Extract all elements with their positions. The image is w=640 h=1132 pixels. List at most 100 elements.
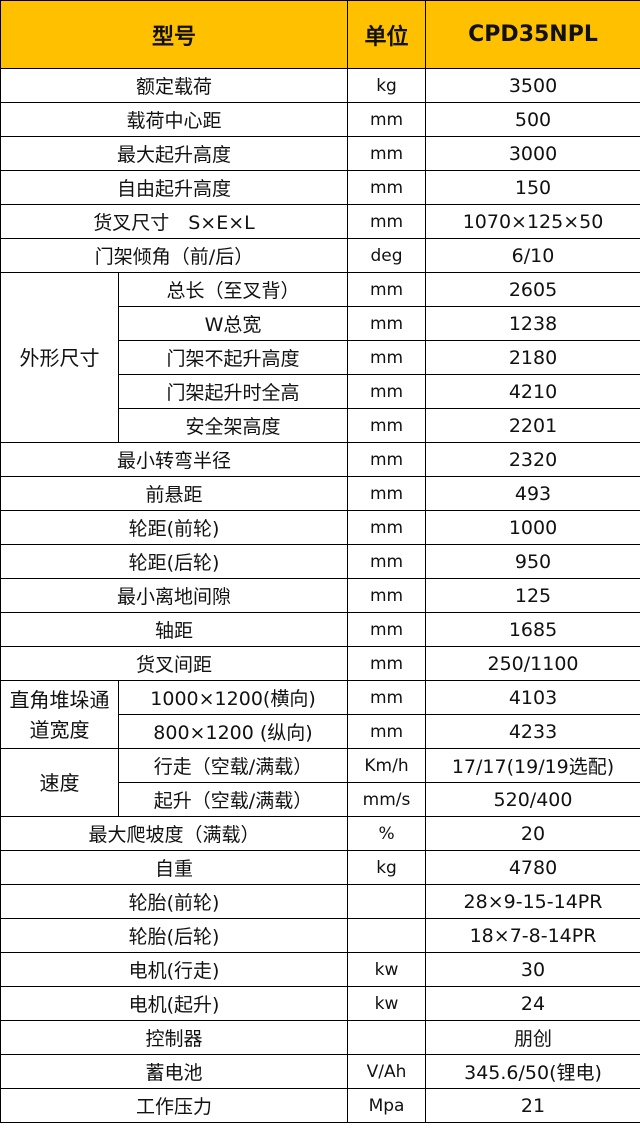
table-row: 货叉尺寸 S×E×L mm 1070×125×50 (0, 204, 640, 239)
spec-label: 最大爬坡度（满载） (0, 816, 349, 851)
spec-value: 24 (425, 986, 640, 1021)
spec-value: 4103 (425, 680, 640, 715)
spec-value: 493 (425, 476, 640, 511)
spec-unit: mm (347, 578, 427, 613)
spec-label: 总长（至叉背） (117, 272, 349, 307)
spec-value: 18×7-8-14PR (425, 918, 640, 953)
spec-label: 自由起升高度 (0, 170, 349, 205)
table-row: 轮胎(后轮) 18×7-8-14PR (0, 918, 640, 953)
spec-unit: % (347, 816, 427, 851)
spec-label: 额定载荷 (0, 68, 349, 103)
spec-unit: mm (347, 374, 427, 409)
spec-label: 轴距 (0, 612, 349, 647)
spec-label: 门架起升时全高 (117, 374, 349, 409)
spec-value: 1685 (425, 612, 640, 647)
spec-label: 前悬距 (0, 476, 349, 511)
spec-unit: Mpa (347, 1088, 427, 1123)
spec-unit (347, 918, 427, 953)
spec-unit: mm (347, 612, 427, 647)
spec-value: 1070×125×50 (425, 204, 640, 239)
spec-label: 控制器 (0, 1020, 349, 1055)
table-row: 直角堆垛通道宽度 1000×1200(横向) mm 4103 (0, 680, 640, 749)
spec-value: 2320 (425, 442, 640, 477)
table-row: 最大爬坡度（满载）% 20 (0, 816, 640, 851)
spec-unit: mm (347, 408, 427, 443)
table-row: 起升（空载/满载） mm/s 520/400 (1, 782, 640, 817)
spec-unit: deg (347, 238, 427, 273)
table-row: 门架倾角（前/后） deg 6/10 (0, 238, 640, 273)
spec-unit: kw (347, 952, 427, 987)
table-row: 轮胎(前轮) 28×9-15-14PR (0, 884, 640, 919)
spec-value: 4233 (425, 714, 640, 749)
spec-value: 21 (425, 1088, 640, 1123)
spec-unit (347, 884, 427, 919)
spec-label: 轮胎(后轮) (0, 918, 349, 953)
spec-label: 工作压力 (0, 1088, 349, 1123)
spec-label: 蓄电池 (0, 1054, 349, 1089)
table-row: 载荷中心距 mm 500 (0, 102, 640, 137)
spec-label: 载荷中心距 (0, 102, 349, 137)
spec-unit: mm (347, 646, 427, 681)
header-model: CPD35NPL (425, 0, 640, 69)
spec-label: 最大起升高度 (0, 136, 349, 171)
spec-unit: mm (347, 170, 427, 205)
spec-unit: mm (347, 442, 427, 477)
spec-value: 1000 (425, 510, 640, 545)
spec-value: 朋创 (425, 1020, 640, 1055)
spec-unit: mm (347, 204, 427, 239)
table-row: 轴距 mm 1685 (0, 612, 640, 647)
spec-label: 1000×1200(横向) (117, 680, 349, 715)
table-row: 轮距(后轮) mm 950 (0, 544, 640, 579)
spec-value: 250/1100 (425, 646, 640, 681)
spec-unit: mm (347, 102, 427, 137)
table-row: 最小转弯半径 mm 2320 (0, 442, 640, 477)
spec-unit: kg (347, 68, 427, 103)
spec-value: 6/10 (425, 238, 640, 273)
spec-unit: mm (347, 680, 427, 715)
spec-label: 轮距(后轮) (0, 544, 349, 579)
table-row: 外形尺寸 总长（至叉背） mm 2605 (0, 272, 640, 443)
spec-label: 货叉尺寸 S×E×L (0, 204, 349, 239)
spec-value: 2180 (425, 340, 640, 375)
spec-value: 2201 (425, 408, 640, 443)
spec-label: 最小转弯半径 (0, 442, 349, 477)
table-row: 工作压力 Mpa 21 (0, 1088, 640, 1123)
spec-value: 345.6/50(锂电) (425, 1054, 640, 1089)
table-row: 最大起升高度 mm 3000 (0, 136, 640, 171)
spec-unit: V/Ah (347, 1054, 427, 1089)
spec-unit: mm (347, 544, 427, 579)
table-row: 电机(行走) kw 30 (0, 952, 640, 987)
spec-label: 轮距(前轮) (0, 510, 349, 545)
spec-label: 轮胎(前轮) (0, 884, 349, 919)
spec-unit: mm/s (347, 782, 427, 817)
table-row: 自重 kg 4780 (0, 850, 640, 885)
spec-label: 安全架高度 (117, 408, 349, 443)
spec-label: 行走（空载/满载） (117, 748, 349, 783)
table-row: 蓄电池 V/Ah 345.6/50(锂电) (0, 1054, 640, 1089)
spec-label: 门架倾角（前/后） (0, 238, 349, 273)
spec-unit: kw (347, 986, 427, 1021)
table-row: 前悬距 mm 493 (0, 476, 640, 511)
table-row: 额定载荷 kg 3500 (0, 68, 640, 103)
spec-value: 17/17(19/19选配) (425, 748, 640, 783)
header-item: 型号 (0, 0, 349, 69)
spec-value: 1238 (425, 306, 640, 341)
table-row: 最小离地间隙 mm 125 (0, 578, 640, 613)
spec-label: 起升（空载/满载） (117, 782, 349, 817)
spec-value: 2605 (425, 272, 640, 307)
spec-value: 4210 (425, 374, 640, 409)
spec-value: 520/400 (425, 782, 640, 817)
spec-value: 125 (425, 578, 640, 613)
spec-unit: mm (347, 714, 427, 749)
spec-label: 电机(起升) (0, 986, 349, 1021)
table-row: 门架起升时全高 mm 4210 (1, 374, 640, 409)
table-row: 门架不起升高度 mm 2180 (1, 340, 640, 375)
table-row: 自由起升高度 mm 150 (0, 170, 640, 205)
spec-value: 4780 (425, 850, 640, 885)
header-unit: 单位 (347, 0, 427, 69)
spec-unit: Km/h (347, 748, 427, 783)
spec-unit: mm (347, 340, 427, 375)
spec-value: 500 (425, 102, 640, 137)
spec-label: 货叉间距 (0, 646, 349, 681)
